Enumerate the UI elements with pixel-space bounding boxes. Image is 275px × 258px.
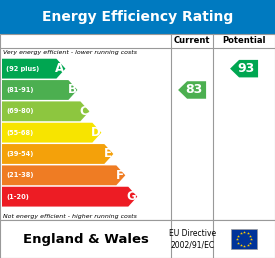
Text: (69-80): (69-80)	[6, 108, 34, 114]
Text: (21-38): (21-38)	[6, 172, 34, 178]
Text: 93: 93	[237, 62, 255, 75]
Text: Very energy efficient - lower running costs: Very energy efficient - lower running co…	[3, 50, 137, 55]
Text: Current: Current	[174, 36, 210, 45]
Bar	[0, 220, 275, 258]
Text: E: E	[104, 148, 112, 160]
Text: 83: 83	[185, 84, 203, 96]
Polygon shape	[230, 60, 258, 77]
Polygon shape	[2, 101, 89, 121]
Polygon shape	[2, 80, 78, 100]
Text: England & Wales: England & Wales	[23, 232, 148, 246]
Text: EU Directive
2002/91/EC: EU Directive 2002/91/EC	[169, 229, 216, 249]
Text: Not energy efficient - higher running costs: Not energy efficient - higher running co…	[3, 214, 137, 219]
Text: F: F	[116, 169, 124, 182]
Text: D: D	[91, 126, 100, 139]
Polygon shape	[2, 144, 113, 164]
Bar	[0, 34, 275, 220]
Text: G: G	[126, 190, 136, 203]
Text: (81-91): (81-91)	[6, 87, 34, 93]
Polygon shape	[178, 81, 206, 99]
Polygon shape	[2, 165, 125, 185]
Text: (1-20): (1-20)	[6, 194, 29, 200]
Text: B: B	[67, 84, 76, 96]
Polygon shape	[2, 123, 101, 143]
Bar	[0, 0, 275, 34]
Bar	[231, 229, 257, 249]
Text: (39-54): (39-54)	[6, 151, 33, 157]
Polygon shape	[2, 59, 65, 79]
Text: C: C	[80, 105, 88, 118]
Text: (55-68): (55-68)	[6, 130, 33, 136]
Text: Energy Efficiency Rating: Energy Efficiency Rating	[42, 10, 233, 24]
Text: (92 plus): (92 plus)	[6, 66, 39, 72]
Text: Potential: Potential	[222, 36, 266, 45]
Polygon shape	[2, 187, 137, 207]
Text: A: A	[55, 62, 64, 75]
